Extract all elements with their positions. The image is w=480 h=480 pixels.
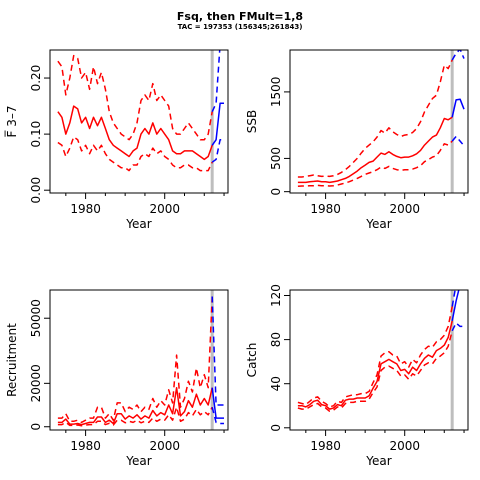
ssb-projection-upper xyxy=(451,50,465,61)
recruitment-yaxis-label: Recruitment xyxy=(5,323,19,397)
recruitment-history-lower xyxy=(57,406,213,427)
recruitment-ytick-label: 50000 xyxy=(29,299,43,337)
figure-subtitle: TAC = 197353 (156345;261843) xyxy=(177,23,303,31)
ssb-projection-median xyxy=(451,98,465,118)
recruitment-projection-lower xyxy=(211,407,224,425)
recruitment-xtick-label: 1980 xyxy=(70,439,101,453)
recruitment-series xyxy=(57,290,224,430)
recruitment-history-median xyxy=(57,386,213,426)
f-history-median xyxy=(57,105,213,161)
f-ytick-label: 0.10 xyxy=(29,121,43,148)
catch-ytick-label: 120 xyxy=(269,284,283,307)
catch-projection-median xyxy=(451,290,460,322)
recruitment-xtick-label: 2000 xyxy=(149,439,180,453)
f-xtick-label: 1980 xyxy=(70,202,101,216)
ssb-ytick-label: 0 xyxy=(269,188,283,196)
catch-history-upper xyxy=(297,306,453,408)
f-xtick-label: 2000 xyxy=(149,202,180,216)
catch-history-median xyxy=(297,320,453,410)
ssb-history-upper xyxy=(297,59,453,178)
catch-projection-lower xyxy=(451,322,464,332)
catch-ytick-label: 0 xyxy=(269,424,283,432)
recruitment-frame xyxy=(49,289,229,431)
ssb-ytick-label: 500 xyxy=(269,147,283,170)
f-series xyxy=(57,50,224,193)
ssb-ytick-label: 1500 xyxy=(269,77,283,108)
panel-catch: 1980 2000 0 40 80 120 Year Catch xyxy=(245,284,469,468)
panel-ssb: 1980 2000 0 500 1500 Year SSB xyxy=(245,49,469,231)
ssb-projection-lower xyxy=(451,135,465,147)
catch-history-lower xyxy=(297,330,453,413)
f-ytick-label: 0.20 xyxy=(29,65,43,92)
catch-yaxis-label: Catch xyxy=(245,343,259,378)
f-xaxis-label: Year xyxy=(125,217,151,231)
f-projection-lower xyxy=(211,138,224,163)
recruitment-projection-upper xyxy=(211,296,224,406)
ssb-history-lower xyxy=(297,140,453,188)
catch-frame xyxy=(289,289,469,431)
f-frame xyxy=(49,49,229,194)
ssb-series xyxy=(297,50,465,193)
f-projection-median xyxy=(211,102,224,146)
ssb-yaxis-label: SSB xyxy=(245,110,259,133)
f-projection-upper xyxy=(211,50,221,113)
catch-ytick-label: 80 xyxy=(269,332,283,347)
ssb-xaxis-label: Year xyxy=(365,217,391,231)
f-history-lower xyxy=(57,136,213,172)
recruitment-xaxis-label: Year xyxy=(125,454,151,468)
catch-xaxis-label: Year xyxy=(365,454,391,468)
recruitment-projection-median xyxy=(211,387,224,419)
catch-xtick-label: 1980 xyxy=(310,439,341,453)
catch-ytick-label: 40 xyxy=(269,376,283,391)
recruitment-ytick-label: 20000 xyxy=(29,364,43,402)
catch-xtick-label: 2000 xyxy=(389,439,420,453)
catch-projection-upper xyxy=(451,290,456,307)
f-ytick-label: 0.00 xyxy=(29,177,43,204)
recruitment-ytick-label: 0 xyxy=(29,423,43,431)
ssb-frame xyxy=(289,49,469,194)
f-history-upper xyxy=(57,54,213,141)
ssb-xtick-label: 2000 xyxy=(389,202,420,216)
figure-title: Fsq, then FMult=1,8 xyxy=(176,10,304,23)
f-yaxis-label: F̅ 3–7 xyxy=(4,106,19,138)
ssb-xtick-label: 1980 xyxy=(310,202,341,216)
panel-f: 1980 2000 0.00 0.10 0.20 Year F̅ 3–7 xyxy=(4,49,229,231)
ssb-history-median xyxy=(297,116,453,184)
recruitment-history-upper xyxy=(57,296,213,424)
catch-series xyxy=(297,290,464,430)
